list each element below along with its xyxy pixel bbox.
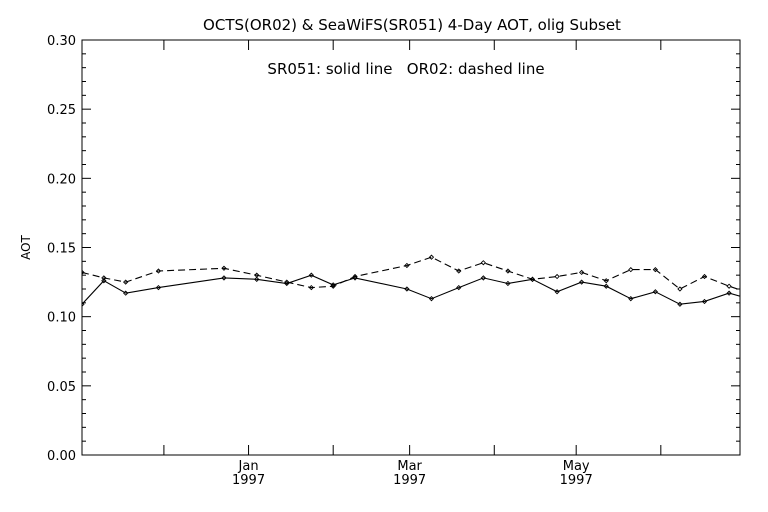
data-point — [330, 283, 336, 289]
data-point — [752, 298, 756, 302]
y-axis-ticks: 0.00 0.05 0.10 0.15 0.20 0.25 0.30 — [47, 34, 740, 464]
y-axis-label: AOT — [19, 234, 33, 259]
data-point — [603, 278, 609, 284]
data-point — [456, 284, 462, 291]
data-point — [480, 275, 486, 281]
data-point — [579, 269, 585, 276]
series-sr051 — [82, 272, 756, 307]
data-point — [701, 298, 708, 305]
x-tick-month-label: May — [563, 459, 590, 474]
y-tick-label: 0.10 — [47, 311, 76, 326]
data-point — [701, 273, 708, 280]
chart-title: OCTS(OR02) & SeaWiFS(SR051) 4-Day AOT, o… — [203, 16, 621, 34]
data-point — [505, 280, 511, 287]
data-point — [652, 266, 658, 273]
line-style-annotation: SR051: solid line OR02: dashed line — [267, 60, 544, 78]
y-tick-label: 0.20 — [47, 172, 76, 187]
data-point — [677, 286, 683, 292]
data-point — [308, 284, 314, 291]
series-layer — [82, 254, 756, 307]
data-point — [82, 269, 85, 276]
x-tick-year-label: 1997 — [393, 473, 426, 488]
data-point — [123, 290, 129, 296]
y-tick-label: 0.25 — [47, 103, 76, 118]
data-point — [603, 283, 609, 289]
data-point — [221, 275, 227, 281]
y-tick-label: 0.00 — [47, 449, 76, 464]
data-point — [456, 268, 462, 274]
data-point — [308, 272, 314, 278]
data-point — [254, 272, 260, 278]
data-point — [726, 290, 732, 296]
data-point — [752, 293, 756, 297]
y-tick-label: 0.30 — [47, 34, 76, 49]
x-tick-year-label: 1997 — [232, 473, 265, 488]
data-point — [254, 276, 260, 282]
series-line-sr051 — [82, 274, 740, 305]
data-point — [155, 284, 162, 291]
y-tick-label: 0.15 — [47, 242, 76, 257]
data-point — [726, 283, 732, 289]
data-point — [352, 273, 358, 280]
plot-frame — [81, 39, 741, 456]
data-point — [284, 279, 290, 285]
data-point — [284, 280, 290, 287]
data-point — [82, 301, 85, 307]
x-tick-month-label: Jan — [238, 459, 259, 474]
data-point — [652, 289, 658, 295]
data-point — [428, 254, 435, 260]
data-point — [505, 268, 511, 274]
data-point — [677, 301, 683, 307]
series-line-or02 — [82, 256, 740, 291]
data-point — [529, 276, 536, 282]
data-point — [404, 262, 410, 269]
data-point — [480, 260, 486, 266]
data-point — [101, 275, 107, 281]
series-or02 — [82, 254, 756, 297]
y-tick-label: 0.05 — [47, 380, 76, 395]
x-tick-month-label: Mar — [397, 459, 422, 474]
data-point — [628, 296, 634, 302]
x-tick-year-label: 1997 — [560, 473, 593, 488]
data-point — [579, 279, 585, 285]
data-point — [155, 268, 162, 274]
data-point — [554, 273, 560, 280]
data-point — [221, 265, 227, 271]
data-point — [404, 286, 410, 292]
data-point — [428, 296, 435, 302]
data-point — [628, 266, 634, 273]
data-point — [554, 289, 560, 295]
data-point — [123, 279, 129, 285]
